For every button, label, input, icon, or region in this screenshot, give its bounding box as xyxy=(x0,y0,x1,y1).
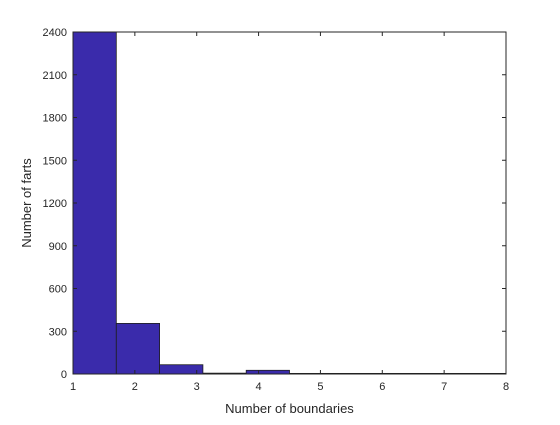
histogram-bar-1 xyxy=(72,31,117,375)
x-tick-label: 1 xyxy=(70,381,76,393)
y-tick-label: 900 xyxy=(49,241,67,253)
x-tick-label: 5 xyxy=(317,381,323,393)
x-tick-label: 2 xyxy=(132,381,138,393)
y-tick-label: 1500 xyxy=(43,155,67,167)
y-tick-label: 2100 xyxy=(43,70,67,82)
y-tick-label: 600 xyxy=(49,284,67,296)
histogram-bar-2 xyxy=(115,323,161,375)
x-tick-label: 8 xyxy=(503,381,509,393)
x-tick-label: 4 xyxy=(256,381,262,393)
y-tick-label: 1800 xyxy=(43,113,67,125)
x-tick-label: 6 xyxy=(379,381,385,393)
x-axis-label: Number of boundaries xyxy=(225,401,354,416)
histogram-bar-5 xyxy=(245,369,290,375)
axes-box xyxy=(72,31,507,375)
x-tick-labels: 1 2 3 4 5 6 7 8 xyxy=(70,381,509,393)
bars-layer xyxy=(72,31,507,375)
y-tick-labels: 0 300 600 900 1200 1500 1800 2100 2400 xyxy=(43,27,67,381)
y-tick-label: 2400 xyxy=(43,27,67,39)
y-tick-label: 300 xyxy=(49,326,67,338)
y-tick-label: 1200 xyxy=(43,198,67,210)
y-tick-label: 0 xyxy=(61,369,67,381)
x-tick-label: 7 xyxy=(441,381,447,393)
y-axis-label: Number of farts xyxy=(19,158,34,248)
x-tick-label: 3 xyxy=(194,381,200,393)
ticks-layer xyxy=(72,31,507,375)
